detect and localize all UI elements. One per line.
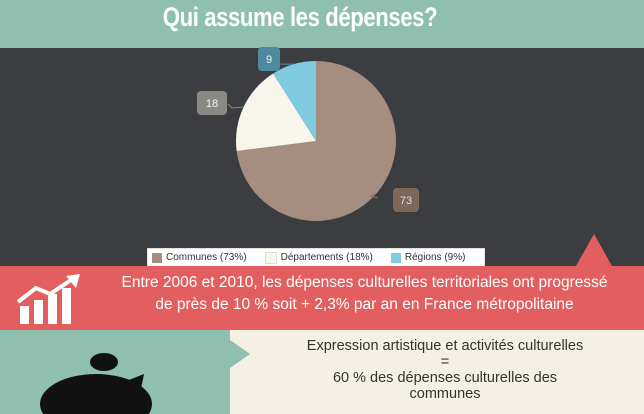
bottom-pointer (230, 340, 250, 368)
growth-text-line-1: Entre 2006 et 2010, les dépenses culture… (121, 274, 608, 291)
piggy-bank-icon (40, 353, 152, 414)
connector-departements (227, 103, 244, 109)
legend-label-communes: Communes (73%) (166, 252, 247, 263)
pie-slice-regions (273, 61, 316, 141)
expression-line-4: communes (409, 386, 481, 402)
data-label-communes: 73 (400, 195, 412, 207)
expression-text: Expression artistique et activités cultu… (250, 338, 640, 402)
legend-swatch-communes (152, 252, 162, 263)
data-label-box-departements (197, 91, 227, 115)
legend-label-departements: Départements (18%) (280, 252, 373, 263)
bottom-right-panel (230, 330, 644, 414)
data-label-box-regions (258, 47, 280, 71)
data-label-box-communes (393, 188, 419, 212)
growth-text: Entre 2006 et 2010, les dépenses culture… (92, 272, 637, 316)
expression-line-3: 60 % des dépenses culturelles des (332, 370, 558, 386)
expression-line-1: Expression artistique et activités cultu… (306, 338, 584, 354)
legend-swatch-regions (390, 252, 401, 263)
data-label-departements: 18 (206, 98, 218, 110)
growth-text-line-2: de près de 10 % soit + 2,3% par an en Fr… (155, 296, 574, 313)
chart-legend: Communes (73%) Départements (18%) Région… (147, 248, 485, 267)
growth-banner (0, 266, 644, 330)
page-title: Qui assume les dépenses? (162, 2, 438, 32)
header: Qui assume les dépenses? (0, 0, 644, 48)
expression-line-2: = (440, 354, 450, 370)
legend-label-regions: Régions (9%) (404, 252, 466, 263)
pie-chart: 73 18 9 (197, 47, 419, 221)
banner-pointer (576, 234, 612, 266)
growth-chart-icon (16, 274, 80, 324)
connector-communes (368, 193, 379, 199)
pie-slice-departements (236, 73, 316, 152)
legend-swatch-departements (264, 251, 277, 264)
pie-slice-communes (236, 61, 396, 221)
data-label-regions: 9 (266, 54, 272, 66)
